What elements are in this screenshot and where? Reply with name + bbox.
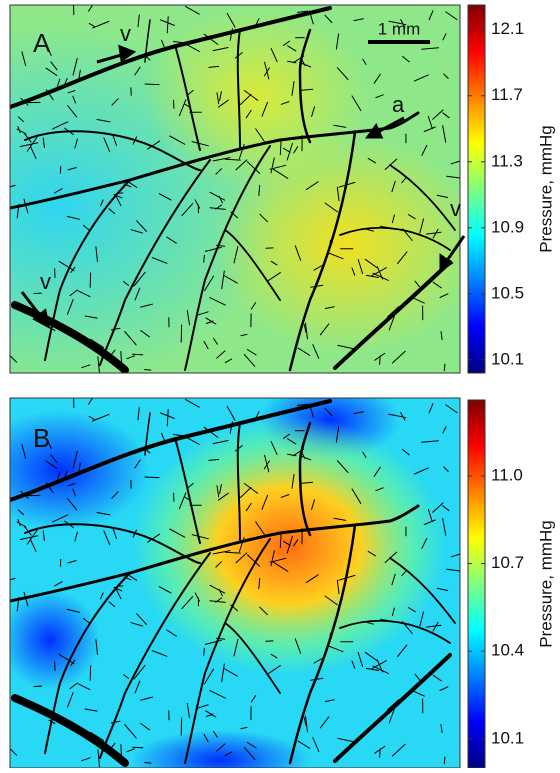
colorbar <box>467 4 486 374</box>
tick-label: 10.9 <box>491 217 524 236</box>
tick-label: 10.1 <box>491 728 524 747</box>
colorbar <box>467 399 486 769</box>
annotation: v <box>40 269 51 294</box>
tick-label: 10.4 <box>491 641 524 660</box>
colorbar-label: Pressure, mmHg <box>536 125 555 253</box>
tick-label: 12.1 <box>491 19 524 38</box>
tick-label: 11.3 <box>491 151 523 170</box>
tick-label: 10.5 <box>491 283 524 302</box>
colorbar-label: Pressure, mmHg <box>536 520 555 648</box>
tick-label: 10.1 <box>491 349 524 368</box>
tick-label: 11.7 <box>491 85 523 104</box>
panel-frame <box>9 4 461 374</box>
panel-label: A <box>33 28 51 58</box>
tick-label: 10.7 <box>491 553 524 572</box>
annotation: a <box>392 92 405 117</box>
heatmap-b <box>10 398 460 768</box>
heatmap-a <box>10 5 460 373</box>
scale-bar-label: 1 mm <box>378 19 421 38</box>
annotation: v <box>450 196 461 221</box>
annotation: v <box>120 21 131 46</box>
arrows <box>20 44 466 329</box>
tick-label: 11.0 <box>491 465 523 484</box>
panel-label: B <box>33 423 50 453</box>
